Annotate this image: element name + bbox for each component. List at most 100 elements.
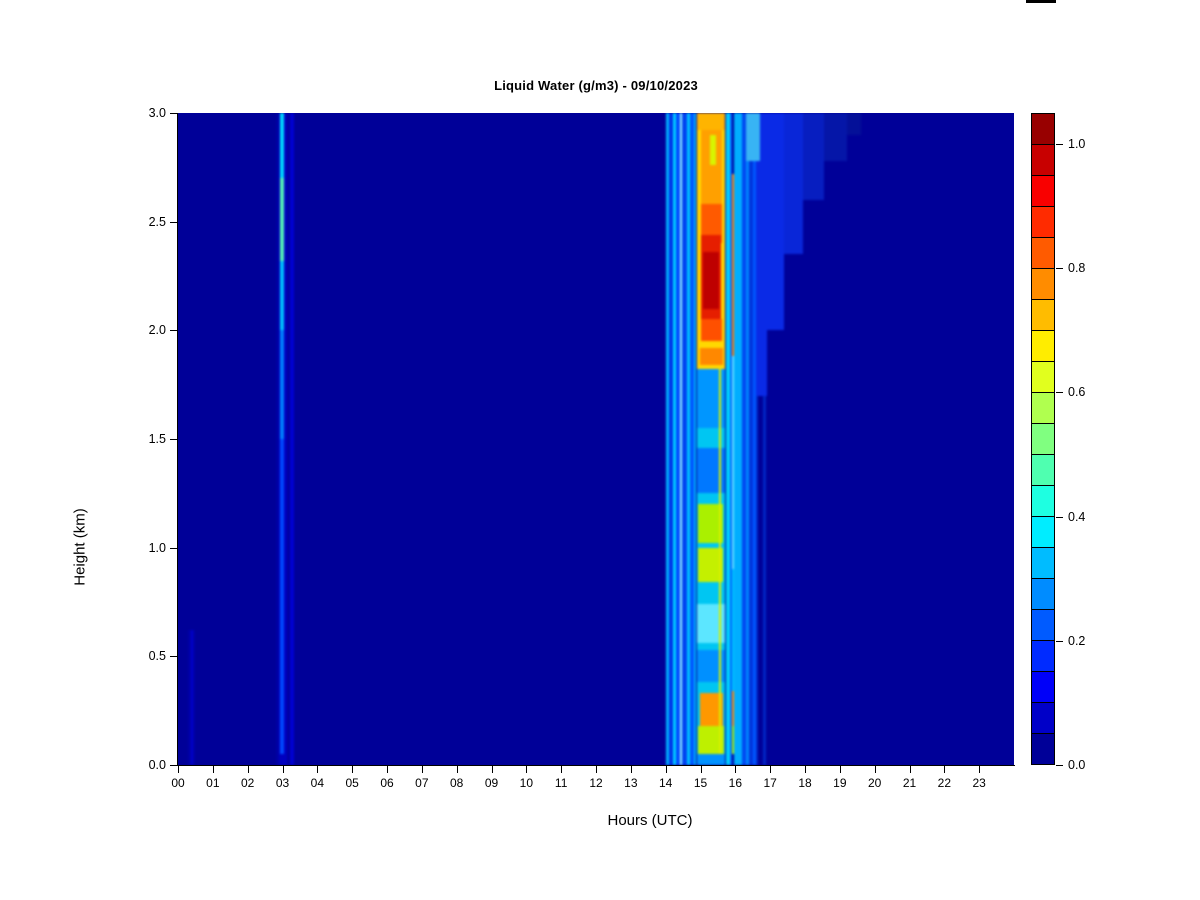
y-tick-label: 1.5 [148,432,166,446]
plot-area [178,113,1014,765]
heatmap-cell [725,113,731,765]
colorbar-segment [1032,238,1054,269]
x-tick-label: 17 [763,776,777,790]
colorbar-segment [1032,114,1054,145]
heatmap-cell [280,330,284,439]
chart-title: Liquid Water (g/m3) - 09/10/2023 [494,78,698,93]
colorbar-segment [1032,579,1054,610]
colorbar-segment [1032,703,1054,734]
heatmap-cell [700,130,723,211]
heatmap-cell [846,113,861,135]
y-axis-labels: 0.0 0.5 1.0 1.5 2.0 2.5 3.0 [120,106,166,772]
heatmap-cell [700,319,723,342]
y-tick-label: 0.5 [148,649,166,664]
heatmap-cell [703,252,719,309]
colorbar-tick [1056,268,1063,270]
x-tick [665,766,667,773]
heatmap-cell [758,113,785,331]
heatmap-cell [190,630,193,765]
heatmap-cell [731,356,735,570]
x-tick-label: 08 [449,776,464,790]
colorbar-tick-label: 0.4 [1068,509,1086,524]
heatmap-cell [666,113,670,765]
colorbar-tick-label: 0.2 [1068,633,1086,648]
colorbar-tick [1056,516,1063,518]
x-tick-label: 19 [833,776,847,790]
x-tick-label: 01 [206,776,220,790]
heatmap-cell [745,113,749,765]
heatmap-cell [734,113,742,765]
colorbar-segment [1032,486,1054,517]
colorbar-segment [1032,424,1054,455]
x-tick-label: 14 [658,776,673,790]
heatmap-cell [745,113,760,161]
x-tick-label: 16 [728,776,743,790]
heatmap-cell [289,113,294,765]
colorbar-tick-label: 0.8 [1068,261,1086,276]
colorbar-tick [1056,765,1063,766]
heatmap-cell [699,347,723,366]
x-tick [456,766,458,773]
x-tick-label: 18 [798,776,812,790]
colorbar [1031,113,1055,765]
x-tick-label: 02 [240,776,255,790]
heatmap-cell [679,113,683,765]
x-tick-label: 12 [589,776,603,790]
x-tick [909,766,911,773]
heatmap-cell [741,113,746,765]
heatmap-cell [690,113,697,765]
x-tick [770,766,772,773]
colorbar-segment [1032,672,1054,703]
x-tick [212,766,214,773]
y-tick [170,656,177,658]
y-tick-label: 0.0 [148,758,166,772]
y-axis-ticks [170,113,177,766]
x-tick [561,766,563,773]
y-tick [170,547,177,549]
colorbar-segment [1032,331,1054,362]
x-tick-label: 03 [275,776,290,790]
heatmap-cell [784,113,804,255]
x-tick [387,766,388,773]
y-axis-line [177,113,178,766]
heatmap-cell [731,691,735,726]
x-tick [491,766,493,773]
colorbar-segment [1032,207,1054,238]
x-tick [805,766,806,773]
y-axis-title: Height (km) [71,508,89,586]
y-tick [170,765,177,766]
colorbar-segment [1032,641,1054,672]
x-tick [178,766,179,773]
x-axis-ticks [178,766,1014,773]
x-tick-label: 09 [484,776,499,790]
colorbar-segment [1032,176,1054,207]
x-tick-label: 04 [310,776,325,790]
colorbar-segment [1032,300,1054,331]
colorbar-segment [1032,517,1054,548]
heatmap-cell [748,113,753,765]
heatmap-cell [803,113,825,200]
x-tick-label: 21 [902,776,917,790]
colorbar-segment [1032,610,1054,641]
heatmap-cell [682,113,688,765]
heatmap-background [178,113,1014,765]
x-tick [735,766,737,773]
heatmap-cell [280,178,284,261]
heatmap-cell [676,113,680,765]
heatmap-cell [718,369,722,755]
colorbar-tick-label: 0.6 [1068,385,1086,400]
colorbar-tick-label: 0.0 [1068,758,1086,772]
heatmap-cell [731,725,735,755]
y-tick [170,221,177,223]
x-tick [526,766,528,773]
heatmap-cell [752,113,756,765]
x-tick-label: 23 [972,776,986,790]
heatmap-cell [731,569,735,692]
heatmap-cell [730,113,732,765]
heatmap-cell [699,693,724,726]
y-tick [170,439,177,440]
colorbar-tick [1056,392,1063,394]
colorbar-segment [1032,362,1054,393]
x-axis-title: Hours (UTC) [607,812,693,829]
colorbar-segment [1032,145,1054,176]
